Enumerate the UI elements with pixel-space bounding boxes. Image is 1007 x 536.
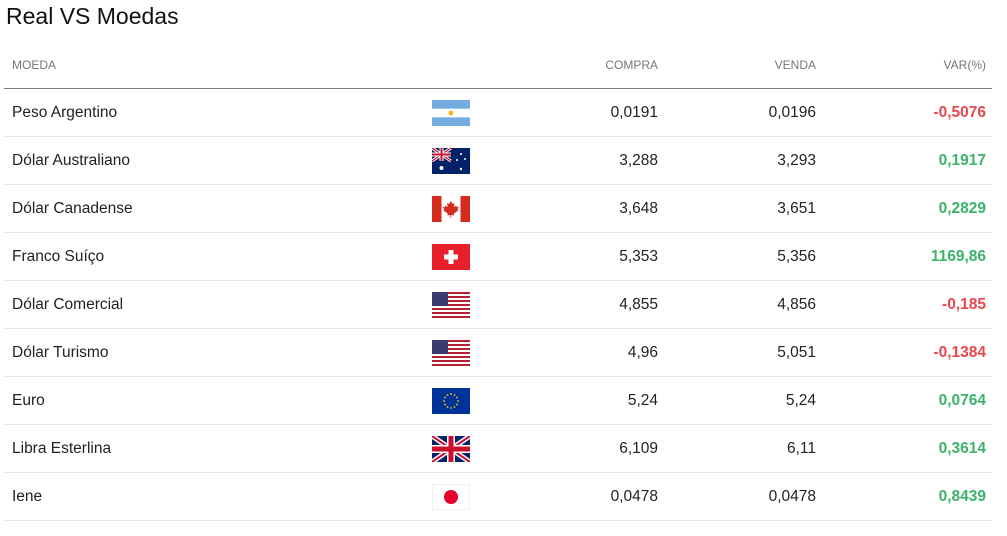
table-header-row: MOEDA COMPRA VENDA VAR(%)	[4, 41, 992, 89]
header-var: VAR(%)	[816, 41, 992, 89]
currency-name: Dólar Australiano	[4, 136, 432, 185]
table-row: Iene 0,0478 0,0478 0,8439	[4, 472, 992, 521]
currency-name: Dólar Comercial	[4, 280, 432, 329]
sell-value: 3,651	[658, 184, 816, 233]
sell-value: 6,11	[658, 424, 816, 473]
flag-cell	[432, 136, 532, 185]
flag-cell	[432, 184, 532, 233]
sell-value: 0,0196	[658, 88, 816, 137]
variation-value: -0,1384	[816, 328, 992, 377]
sell-value: 5,356	[658, 232, 816, 281]
buy-value: 3,288	[532, 136, 658, 185]
flag-cell	[432, 280, 532, 329]
header-sell: VENDA	[658, 41, 816, 89]
table-row: Dólar Turismo 4,96 5,051 -0,1384	[4, 328, 992, 377]
buy-value: 0,0478	[532, 472, 658, 521]
currency-name: Franco Suíço	[4, 232, 432, 281]
buy-value: 5,353	[532, 232, 658, 281]
currency-name: Peso Argentino	[4, 88, 432, 137]
buy-value: 5,24	[532, 376, 658, 425]
variation-value: 1169,86	[816, 232, 992, 281]
variation-value: 0,2829	[816, 184, 992, 233]
sell-value: 0,0478	[658, 472, 816, 521]
table-row: Peso Argentino 0,0191 0,0196 -0,5076	[4, 88, 992, 137]
currency-name: Iene	[4, 472, 432, 521]
flag-cell	[432, 472, 532, 521]
table-row: Dólar Comercial 4,855 4,856 -0,185	[4, 280, 992, 329]
variation-value: 0,0764	[816, 376, 992, 425]
table-row: Libra Esterlina 6,109 6,11 0,3614	[4, 424, 992, 473]
table-row: Euro 5,24 5,24 0,0764	[4, 376, 992, 425]
buy-value: 0,0191	[532, 88, 658, 137]
variation-value: -0,5076	[816, 88, 992, 137]
currency-name: Dólar Turismo	[4, 328, 432, 377]
switzerland-flag-icon	[432, 243, 470, 270]
variation-value: 0,3614	[816, 424, 992, 473]
sell-value: 4,856	[658, 280, 816, 329]
flag-cell	[432, 376, 532, 425]
currency-name: Libra Esterlina	[4, 424, 432, 473]
australia-flag-icon	[432, 147, 470, 174]
usa-flag-icon	[432, 291, 470, 318]
buy-value: 3,648	[532, 184, 658, 233]
sell-value: 3,293	[658, 136, 816, 185]
currency-name: Dólar Canadense	[4, 184, 432, 233]
header-buy: COMPRA	[532, 41, 658, 89]
variation-value: 0,1917	[816, 136, 992, 185]
table-row: Dólar Australiano 3,288 3,293 0,1917	[4, 136, 992, 185]
buy-value: 4,855	[532, 280, 658, 329]
variation-value: 0,8439	[816, 472, 992, 521]
buy-value: 6,109	[532, 424, 658, 473]
flag-cell	[432, 232, 532, 281]
flag-cell	[432, 328, 532, 377]
table-row: Franco Suíço 5,353 5,356 1169,86	[4, 232, 992, 281]
header-currency: MOEDA	[4, 41, 432, 89]
eu-flag-icon	[432, 387, 470, 414]
variation-value: -0,185	[816, 280, 992, 329]
sell-value: 5,24	[658, 376, 816, 425]
currency-table: MOEDA COMPRA VENDA VAR(%) Peso Argentino…	[4, 41, 992, 521]
flag-cell	[432, 424, 532, 473]
usa-flag-icon	[432, 339, 470, 366]
argentina-flag-icon	[432, 99, 470, 126]
header-flag	[432, 41, 532, 89]
uk-flag-icon	[432, 435, 470, 462]
buy-value: 4,96	[532, 328, 658, 377]
flag-cell	[432, 88, 532, 137]
canada-flag-icon	[432, 195, 470, 222]
currency-name: Euro	[4, 376, 432, 425]
page-title: Real VS Moedas	[6, 3, 179, 29]
table-row: Dólar Canadense 3,648 3,651 0,2829	[4, 184, 992, 233]
sell-value: 5,051	[658, 328, 816, 377]
japan-flag-icon	[432, 483, 470, 510]
